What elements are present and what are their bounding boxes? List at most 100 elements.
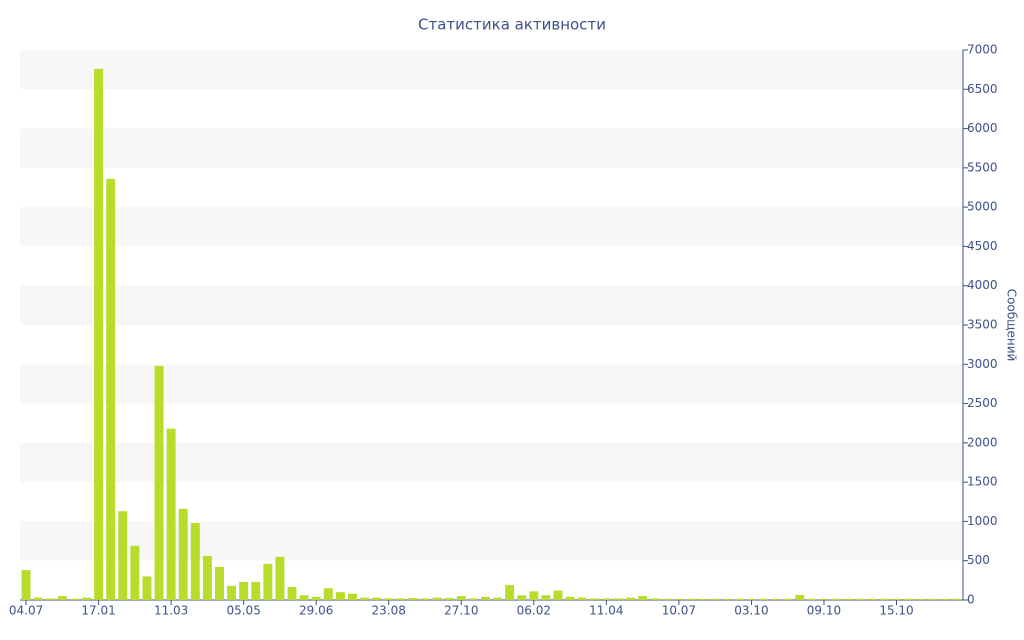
bar	[444, 598, 454, 600]
grid-band	[20, 442, 963, 483]
bar	[867, 598, 877, 600]
bar	[553, 590, 563, 600]
bar	[311, 596, 321, 600]
bar	[468, 598, 478, 600]
bar	[251, 581, 261, 600]
bar	[807, 598, 817, 600]
bar	[746, 598, 756, 600]
bar	[239, 581, 249, 600]
bar	[541, 595, 551, 600]
bar	[601, 598, 611, 600]
x-tick-label: 17.01	[81, 604, 115, 618]
bar	[57, 596, 67, 600]
bar	[916, 598, 926, 600]
bar	[142, 576, 152, 600]
bar	[952, 598, 962, 600]
bar	[287, 587, 297, 600]
bar	[106, 178, 116, 600]
bar	[843, 598, 853, 600]
y-tick-label: 3500	[967, 318, 998, 332]
bar	[529, 591, 539, 600]
bar	[674, 598, 684, 600]
y-tick-label: 4000	[967, 278, 998, 292]
bar	[323, 588, 333, 600]
bar	[795, 594, 805, 600]
y-tick-label: 7000	[967, 43, 998, 57]
bar	[940, 598, 950, 600]
bar	[190, 523, 200, 600]
bar	[613, 598, 623, 600]
bar	[722, 598, 732, 600]
bar	[819, 598, 829, 600]
bar	[178, 508, 188, 600]
bar	[928, 598, 938, 600]
bar	[565, 596, 575, 600]
x-tick-label: 03.10	[734, 604, 768, 618]
y-tick-label: 2000	[967, 435, 998, 449]
bar	[626, 597, 636, 600]
bar	[710, 598, 720, 600]
bar	[904, 598, 914, 600]
y-tick-label: 0	[967, 593, 975, 607]
y-tick-label: 500	[967, 553, 990, 567]
bar	[589, 598, 599, 600]
bar	[638, 596, 648, 600]
x-tick-label: 29.06	[299, 604, 333, 618]
bar	[21, 570, 31, 600]
bar	[734, 598, 744, 600]
bar	[335, 592, 345, 600]
grid-band	[20, 521, 963, 561]
bar	[82, 597, 91, 600]
bar	[783, 598, 793, 600]
x-tick-label: 15.10	[879, 604, 913, 618]
bar	[577, 597, 587, 600]
bar	[759, 598, 768, 600]
bar	[831, 598, 841, 600]
y-tick-label: 1500	[967, 475, 998, 489]
bar	[263, 563, 273, 600]
bar	[33, 597, 43, 600]
x-tick-label: 05.05	[226, 604, 260, 618]
bar	[456, 596, 466, 600]
bar	[432, 597, 442, 600]
y-axis-label: Сообщений	[1005, 289, 1019, 362]
grid-band	[20, 128, 963, 168]
bar	[166, 428, 176, 600]
bar	[408, 598, 418, 600]
grid-band	[20, 364, 963, 404]
bar	[420, 598, 430, 600]
bar	[855, 598, 865, 600]
bar	[493, 597, 503, 600]
bar	[686, 598, 696, 600]
grid-band	[20, 50, 963, 90]
bar	[360, 597, 370, 600]
bar	[118, 511, 128, 600]
bar	[517, 595, 527, 600]
x-tick-label: 11.04	[589, 604, 623, 618]
bar	[275, 556, 285, 600]
bar	[227, 585, 237, 600]
bar	[505, 585, 515, 600]
bar	[45, 598, 55, 600]
grid-band	[20, 285, 963, 325]
bar	[69, 598, 79, 600]
y-tick-label: 5500	[967, 160, 998, 174]
y-tick-label: 5000	[967, 200, 998, 214]
bar	[879, 598, 889, 600]
bar	[662, 598, 672, 600]
y-tick-label: 6500	[967, 82, 998, 96]
bar	[202, 556, 212, 600]
x-tick-label: 06.02	[517, 604, 551, 618]
bar	[154, 365, 164, 600]
x-tick-label: 23.08	[372, 604, 406, 618]
bar	[299, 595, 309, 600]
bar	[892, 598, 901, 600]
x-tick-label: 11.03	[154, 604, 188, 618]
bar	[130, 545, 140, 600]
bar	[372, 597, 382, 600]
bar	[480, 596, 490, 600]
bar	[650, 598, 660, 600]
y-tick-label: 2500	[967, 396, 998, 410]
bar	[347, 593, 357, 600]
